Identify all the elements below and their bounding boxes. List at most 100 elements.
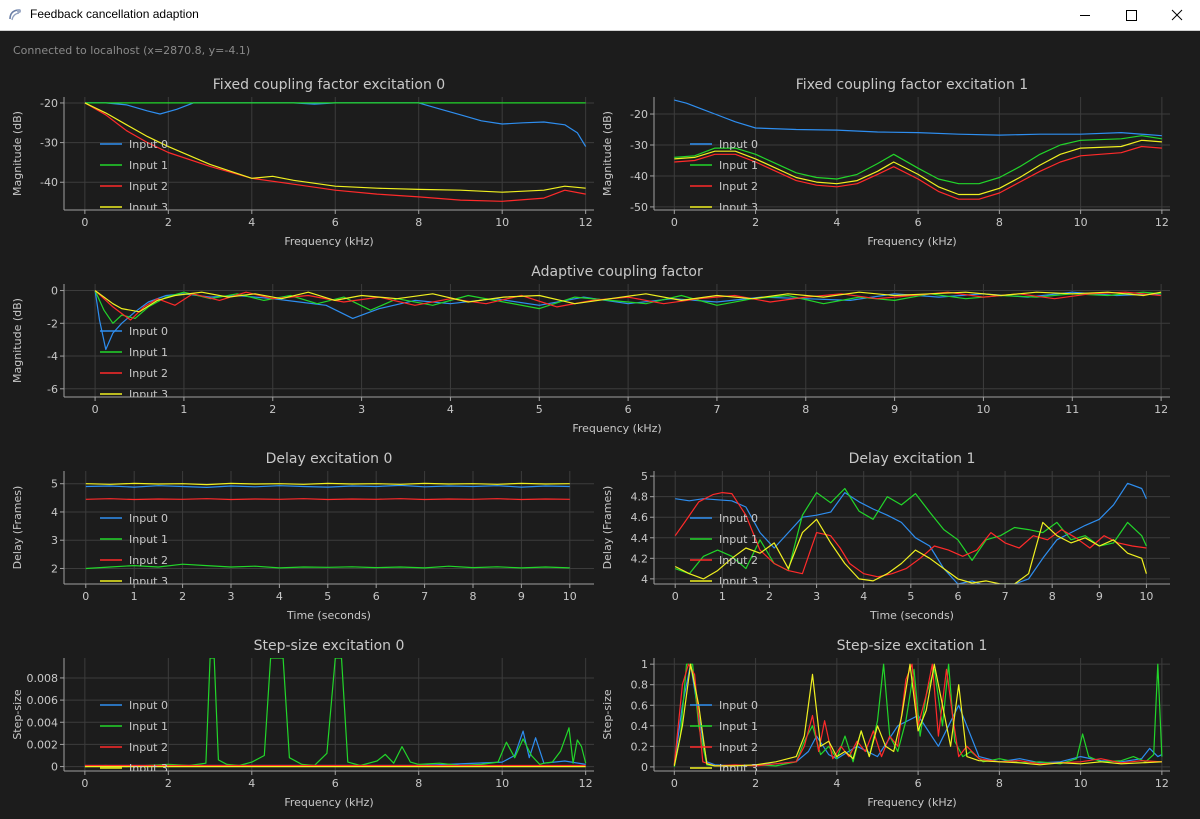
x-tick-label: 2 [766,590,773,603]
x-tick-label: 8 [415,777,422,790]
chart-title: Adaptive coupling factor [531,264,703,280]
series-line-2 [84,102,586,202]
x-tick-label: 0 [81,216,88,229]
y-tick-label: 0.8 [631,679,649,692]
chart-title: Step-size excitation 1 [837,638,988,654]
legend-label-3: Input 3 [129,762,168,775]
x-tick-label: 2 [165,216,172,229]
chart-title: Delay excitation 0 [266,451,393,467]
x-tick-label: 5 [324,590,331,603]
legend: Input 0 Input 1 Input 2 Input 3 [100,699,168,775]
x-axis-label: Frequency (kHz) [572,422,661,435]
legend-label-0: Input 0 [129,699,168,712]
legend-label-3: Input 3 [129,201,168,214]
series-line-3 [84,102,586,193]
y-tick-label: 4.2 [631,552,649,565]
legend-label-1: Input 1 [719,159,758,172]
connection-status: Connected to localhost (x=2870.8, y=-4.1… [13,44,251,57]
title-bar: Feedback cancellation adaption [0,0,1200,31]
chart-delay0[interactable]: Delay excitation 0 0 1 2 3 4 5 6 7 8 9 10 2 3 4 5 Time (… [11,451,594,622]
chart-fixed1[interactable]: Fixed coupling factor excitation 1 0 2 4 6 8 1… [601,77,1170,248]
legend-label-1: Input 1 [129,346,168,359]
chart-grid [64,284,1170,397]
y-tick-label: 0 [51,285,58,298]
legend: Input 0 Input 1 Input 2 Input 3 [100,512,168,588]
series-line-0 [85,484,570,488]
legend-label-1: Input 1 [129,533,168,546]
chart-title: Delay excitation 1 [849,451,976,467]
x-tick-label: 0 [671,777,678,790]
x-tick-label: 0 [671,216,678,229]
x-tick-label: 5 [907,590,914,603]
y-tick-label: 0.002 [27,738,59,751]
y-axis-label: Magnitude (dB) [11,111,24,196]
legend-label-3: Input 3 [719,762,758,775]
chart-title: Fixed coupling factor excitation 0 [213,77,445,93]
legend: Input 0 Input 1 Input 2 Input 3 [690,699,758,775]
series-line-2 [674,145,1162,200]
chart-fixed0[interactable]: Fixed coupling factor excitation 0 0 2 4 6 8 1… [11,77,594,248]
x-tick-label: 3 [227,590,234,603]
x-axis-label: Frequency (kHz) [284,796,373,809]
y-tick-label: 3 [51,534,58,547]
legend-label-3: Input 3 [719,575,758,588]
x-tick-label: 4 [833,777,840,790]
legend-label-2: Input 2 [129,741,168,754]
legend-label-2: Input 2 [129,367,168,380]
chart-step1[interactable]: Step-size excitation 1 0 2 4 6 8 10 12 0 0.2 0.4 0.… [601,638,1170,809]
x-tick-label: 10 [1139,590,1153,603]
app-icon [9,9,21,21]
y-tick-label: -4 [47,350,58,363]
x-tick-label: 10 [976,403,990,416]
legend: Input 0 Input 1 Input 2 Input 3 [100,325,168,397]
series-line-3 [85,482,570,486]
maximize-button[interactable] [1108,0,1154,31]
y-tick-label: 4 [51,506,58,519]
x-tick-label: 9 [518,590,525,603]
x-tick-label: 7 [713,403,720,416]
y-tick-label: -2 [47,317,58,330]
series-line-0 [675,482,1147,584]
x-tick-label: 0 [92,403,99,416]
y-tick-label: 4.4 [631,532,649,545]
window-title: Feedback cancellation adaption [30,7,199,21]
close-button[interactable] [1154,0,1200,31]
y-axis-label: Magnitude (dB) [601,111,614,196]
x-tick-label: 1 [131,590,138,603]
legend-label-0: Input 0 [129,138,168,151]
y-tick-label: -40 [40,176,58,189]
y-tick-label: -20 [630,108,648,121]
chart-step0[interactable]: Step-size excitation 0 0 2 4 6 8 10 12 0 0.002 0.0… [11,638,594,809]
chart-grid [64,97,594,210]
chart-delay1[interactable]: Delay excitation 1 0 1 2 3 4 5 6 7 8 9 10 4 4.2 4.4 4.6… [601,451,1170,622]
x-tick-label: 8 [996,777,1003,790]
series-line-3 [94,290,1162,313]
x-tick-label: 0 [82,590,89,603]
y-tick-label: 0 [51,761,58,774]
x-tick-label: 10 [563,590,577,603]
chart-grid [654,471,1170,584]
chart-title: Fixed coupling factor excitation 1 [796,77,1028,93]
x-tick-label: 6 [332,777,339,790]
x-axis-label: Time (seconds) [869,609,954,622]
legend-label-1: Input 1 [719,720,758,733]
x-tick-label: 6 [373,590,380,603]
y-tick-label: 2 [51,562,58,575]
x-tick-label: 12 [1155,777,1169,790]
minimize-button[interactable] [1062,0,1108,31]
y-tick-label: 0 [641,761,648,774]
x-tick-label: 10 [495,777,509,790]
y-axis-label: Step-size [11,689,24,740]
x-tick-label: 7 [421,590,428,603]
legend-label-2: Input 2 [719,741,758,754]
series-line-3 [674,518,1147,584]
x-axis-label: Frequency (kHz) [867,235,956,248]
legend-label-3: Input 3 [129,575,168,588]
x-tick-label: 4 [860,590,867,603]
y-tick-label: 5 [51,478,58,491]
x-tick-label: 2 [165,777,172,790]
minimize-icon [1080,15,1090,16]
x-tick-label: 7 [1002,590,1009,603]
x-axis-label: Frequency (kHz) [867,796,956,809]
